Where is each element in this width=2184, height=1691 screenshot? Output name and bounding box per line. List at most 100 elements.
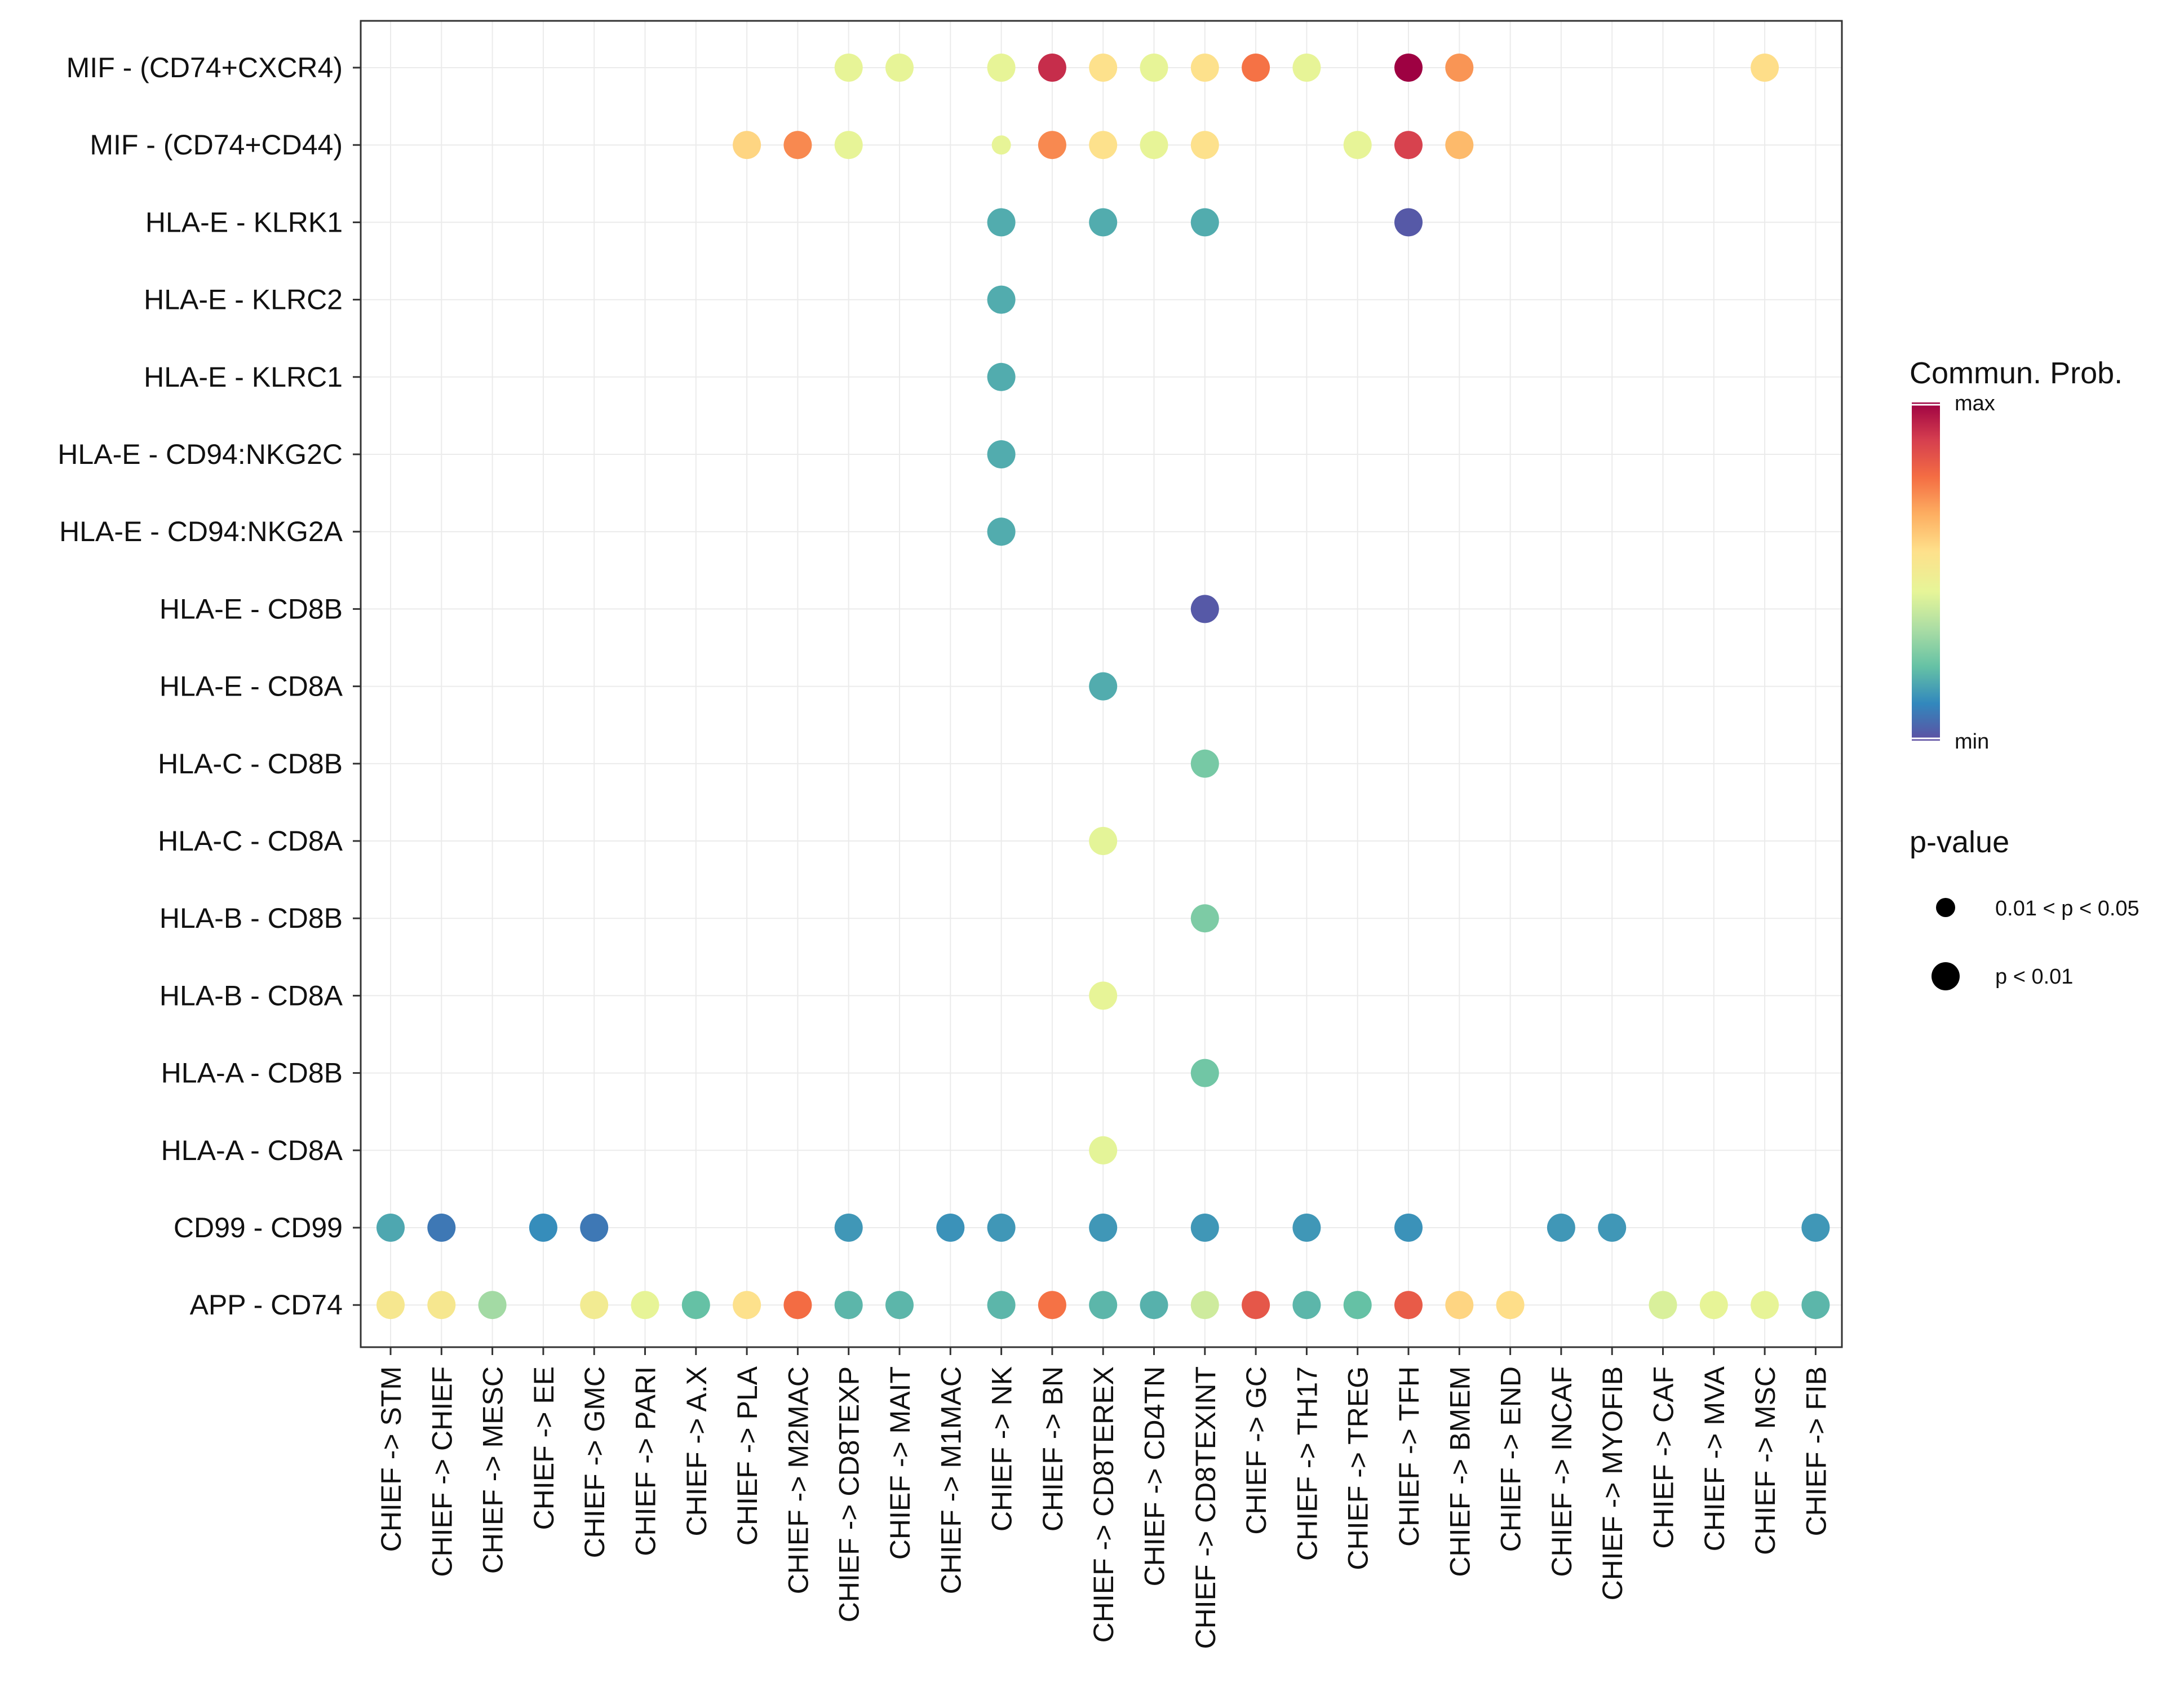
bubble-point [1699,1291,1728,1320]
x-tick-label: CHIEF -> NK [986,1366,1018,1531]
size-legend-label-small: 0.01 < p < 0.05 [1995,897,2139,920]
bubble-point [783,1291,812,1320]
y-tick-label: HLA-C - CD8A [158,825,343,857]
bubble-point [1190,54,1219,82]
color-legend-min-label: min [1955,730,1989,754]
x-tick-label: CHIEF -> M2MAC [782,1366,814,1594]
bubble-point [885,1291,914,1320]
panel-border [360,20,1843,1348]
y-tick-label: CD99 - CD99 [174,1212,343,1243]
x-tick-label: CHIEF -> CD8TEXP [834,1366,865,1622]
x-tick-label: CHIEF -> STM [375,1366,407,1552]
x-tick-label: CHIEF -> PARI [630,1366,662,1556]
y-tick-label: MIF - (CD74+CD44) [90,129,343,161]
size-legend-dot-large [1932,962,1960,990]
bubble-point [987,517,1016,546]
bubble-point [1089,131,1118,160]
y-tick-label: HLA-E - CD94:NKG2A [59,516,343,547]
bubble-point [1292,1214,1321,1242]
bubble-point [987,362,1016,391]
x-tick-label: CHIEF -> BMEM [1444,1366,1476,1577]
bubble-point [376,1291,405,1320]
y-axis: MIF - (CD74+CXCR4) MIF - (CD74+CD44) HLA-E… [57,52,361,1321]
x-tick-label: CHIEF -> MESC [477,1366,509,1574]
bubble-point [834,1291,863,1320]
x-tick-label: CHIEF -> INCAF [1546,1366,1578,1577]
bubble-point [631,1291,659,1320]
bubble-point [991,135,1011,155]
y-tick-label: HLA-E - CD8B [160,593,343,625]
bubble-point [1242,54,1270,82]
bubble-point [1190,595,1219,623]
bubble-point [1089,1214,1118,1242]
bubble-point [1445,1291,1474,1320]
bubble-point [834,1214,863,1242]
y-tick-label: APP - CD74 [190,1289,343,1321]
bubble-point [733,1291,761,1320]
bubble-point [1089,981,1118,1010]
bubble-point [1547,1214,1575,1242]
color-bar [1912,402,1940,741]
bubble-point [1496,1291,1525,1320]
x-tick-label: CHIEF -> MVA [1699,1366,1730,1551]
y-tick-label: HLA-E - KLRC2 [144,284,343,316]
bubble-point [1394,131,1423,160]
bubble-point [1649,1291,1677,1320]
y-tick-label: HLA-A - CD8B [161,1057,343,1089]
y-tick-label: HLA-E - KLRK1 [145,206,343,238]
bubble-point [834,131,863,160]
x-tick-label: CHIEF -> TH17 [1291,1366,1323,1561]
bubble-point [1038,54,1066,82]
x-tick-label: CHIEF -> GC [1241,1366,1272,1535]
x-tick-label: CHIEF -> END [1495,1366,1527,1552]
size-legend-label-large: p < 0.01 [1995,965,2073,989]
y-tick-label: HLA-E - KLRC1 [144,361,343,393]
x-tick-label: CHIEF -> TREG [1343,1366,1374,1570]
bubble-point [1292,54,1321,82]
bubble-point [1190,1214,1219,1242]
y-tick-label: HLA-E - CD8A [160,671,343,702]
x-tick-label: CHIEF -> FIB [1800,1366,1832,1536]
bubble-point [1190,904,1219,933]
bubble-point [1140,1291,1168,1320]
x-tick-label: CHIEF -> M1MAC [935,1366,967,1594]
bubble-point [733,131,761,160]
x-tick-label: CHIEF -> A.X [681,1366,712,1536]
x-tick-label: CHIEF -> CHIEF [426,1366,458,1577]
bubble-points [376,54,1830,1320]
y-tick-label: HLA-C - CD8B [158,748,343,780]
bubble-point [376,1214,405,1242]
y-tick-label: MIF - (CD74+CXCR4) [67,52,343,83]
bubble-point [987,1291,1016,1320]
bubble-point [1242,1291,1270,1320]
bubble-point [1394,54,1423,82]
bubble-point [987,208,1016,237]
bubble-point [427,1291,456,1320]
bubble-point [1801,1214,1830,1242]
bubble-point [1343,131,1372,160]
grid-lines [361,21,1842,1347]
x-tick-label: CHIEF -> CD8TEREX [1088,1366,1119,1643]
bubble-point [1089,54,1118,82]
bubble-point [1140,54,1168,82]
x-tick-label: CHIEF -> GMC [579,1366,610,1558]
bubble-point [1292,1291,1321,1320]
bubble-point [1751,54,1779,82]
y-tick-label: HLA-E - CD94:NKG2C [57,439,343,470]
bubble-point [427,1214,456,1242]
bubble-point [1140,131,1168,160]
bubble-point [987,285,1016,314]
bubble-point [987,1214,1016,1242]
bubble-point [1038,131,1066,160]
bubble-point [1089,1291,1118,1320]
bubble-point [1394,208,1423,237]
bubble-point [1089,827,1118,855]
size-legend-dot-small [1936,898,1955,917]
bubble-point [681,1291,710,1320]
size-legend-title: p-value [1910,825,2009,859]
bubble-point [1445,54,1474,82]
color-legend-max-label: max [1955,392,1995,415]
x-tick-label: CHIEF -> MAIT [884,1366,916,1560]
bubble-point [1190,1291,1219,1320]
bubble-point [1190,131,1219,160]
